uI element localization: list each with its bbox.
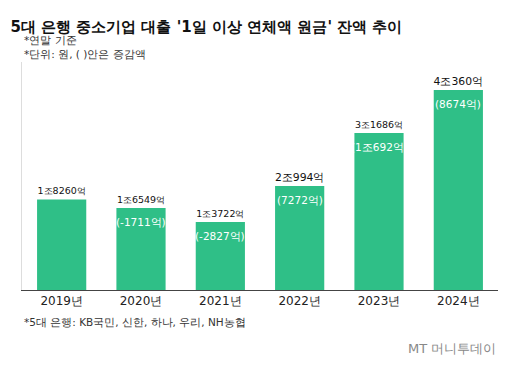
svg-text:2021년: 2021년: [199, 294, 242, 308]
svg-text:*단위: 원, ( )안은 증감액: *단위: 원, ( )안은 증감액: [24, 48, 146, 60]
svg-text:2022년: 2022년: [278, 294, 321, 308]
svg-text:4조360억: 4조360억: [434, 75, 484, 88]
svg-text:1조8260억: 1조8260억: [38, 185, 86, 196]
svg-text:(-1711억): (-1711억): [116, 216, 166, 228]
svg-text:2조994억: 2조994억: [275, 171, 325, 184]
svg-text:*5대 은행: KB국민, 신한, 하나, 우리, NH농협: *5대 은행: KB국민, 신한, 하나, 우리, NH농협: [24, 316, 246, 328]
svg-text:1조3722억: 1조3722억: [196, 208, 244, 219]
svg-text:1조6549억: 1조6549억: [117, 194, 165, 205]
svg-text:2019년: 2019년: [40, 294, 83, 308]
svg-text:5대 은행 중소기업 대출 '1일 이상 연체액 원금' 잔: 5대 은행 중소기업 대출 '1일 이상 연체액 원금' 잔액 추이: [10, 18, 402, 36]
svg-text:(1조692억): (1조692억): [351, 141, 408, 153]
svg-text:3조1686억: 3조1686억: [355, 119, 403, 130]
svg-text:2023년: 2023년: [358, 294, 401, 308]
svg-text:2020년: 2020년: [120, 294, 163, 308]
svg-text:(7272억): (7272억): [277, 194, 323, 206]
svg-text:(-2827억): (-2827억): [195, 230, 245, 242]
svg-text:2024년: 2024년: [437, 294, 480, 308]
svg-text:*연말 기준: *연말 기준: [24, 34, 77, 46]
svg-text:(8674억): (8674억): [435, 98, 481, 110]
svg-text:MT 머니투데이: MT 머니투데이: [408, 341, 496, 356]
